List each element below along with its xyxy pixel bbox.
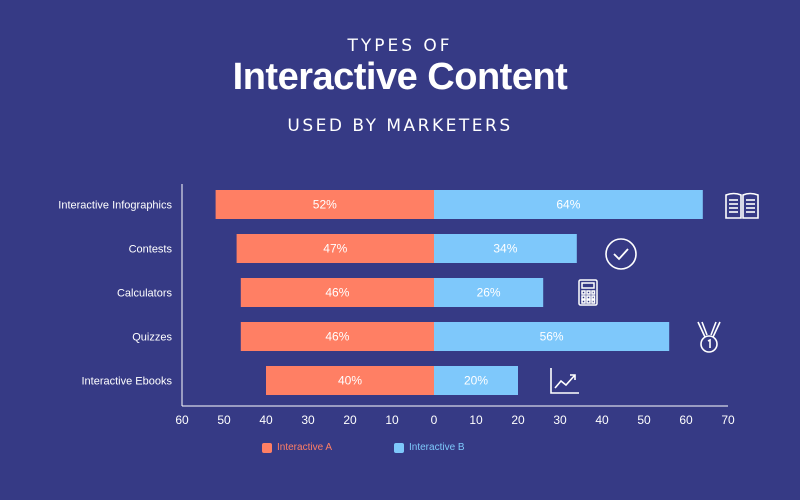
category-label: Calculators (117, 288, 173, 300)
bar-interactive-a (215, 190, 434, 219)
bar-interactive-a (240, 322, 434, 351)
bar-interactive-b (434, 190, 703, 219)
bar-interactive-a (240, 278, 434, 307)
x-tick-label: 30 (301, 413, 315, 427)
legend-label-b: Interactive B (409, 442, 465, 453)
data-label-b: 34% (493, 242, 517, 256)
x-tick-label: 10 (469, 413, 483, 427)
bar-interactive-b (434, 234, 577, 263)
data-label-b: 64% (556, 198, 580, 212)
x-tick-label: 20 (343, 413, 357, 427)
category-label: Interactive Infographics (58, 200, 172, 212)
bar-interactive-a (236, 234, 434, 263)
bar-interactive-b (434, 366, 518, 395)
checkmark-circle-icon (605, 238, 637, 270)
data-label-b: 20% (464, 374, 488, 388)
trend-chart-icon (550, 368, 579, 394)
x-tick-label: 50 (637, 413, 651, 427)
data-label-a: 46% (325, 286, 349, 300)
data-label-a: 47% (323, 242, 347, 256)
book-icon (725, 192, 759, 219)
calculator-icon (578, 279, 598, 306)
data-label-b: 56% (540, 330, 564, 344)
x-tick-label: 60 (175, 413, 189, 427)
chart-subtitle: USED BY MARKETERS (287, 116, 513, 136)
bar-interactive-a (266, 366, 434, 395)
legend-item-b: Interactive B (394, 442, 465, 453)
x-tick-label: 50 (217, 413, 231, 427)
chart-title: Interactive Content (232, 56, 568, 98)
category-label: Contests (129, 244, 173, 256)
bar-interactive-b (434, 278, 544, 307)
category-label: Interactive Ebooks (82, 376, 173, 388)
legend: Interactive A Interactive B (0, 442, 800, 458)
legend-swatch-b (394, 442, 404, 453)
legend-item-a: Interactive A (262, 442, 332, 453)
data-label-a: 46% (325, 330, 349, 344)
x-tick-label: 30 (553, 413, 567, 427)
medal-icon (697, 321, 721, 353)
x-tick-label: 10 (385, 413, 399, 427)
x-tick-label: 0 (431, 413, 438, 427)
data-label-a: 40% (338, 374, 362, 388)
x-tick-label: 40 (595, 413, 609, 427)
chart-pretitle: TYPES OF (347, 36, 453, 56)
bar-interactive-b (434, 322, 670, 351)
x-tick-label: 20 (511, 413, 525, 427)
x-tick-label: 70 (721, 413, 735, 427)
x-tick-label: 40 (259, 413, 273, 427)
legend-label-a: Interactive A (277, 442, 333, 453)
x-tick-label: 60 (679, 413, 693, 427)
category-label: Quizzes (132, 332, 172, 344)
data-label-b: 26% (477, 286, 501, 300)
data-label-a: 52% (313, 198, 337, 212)
legend-swatch-a (262, 442, 272, 453)
